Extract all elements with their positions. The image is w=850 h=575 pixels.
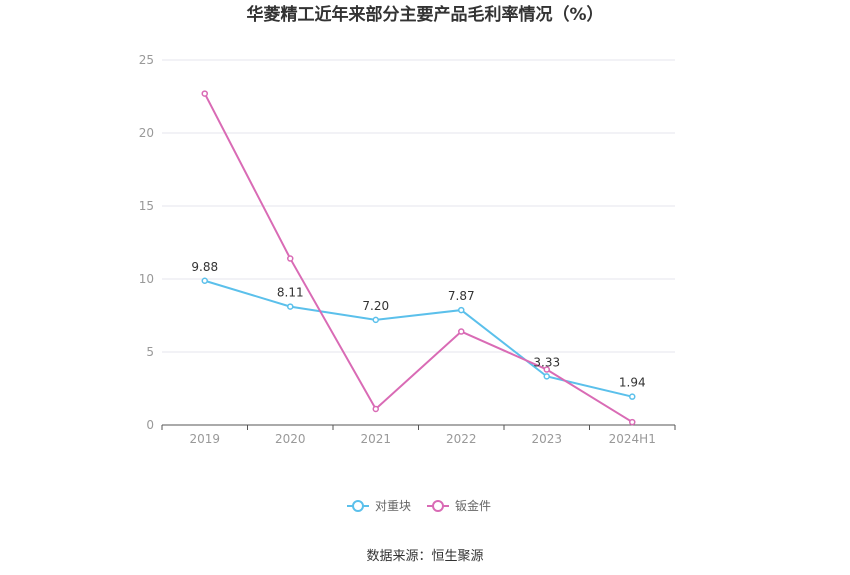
y-tick-label: 0 xyxy=(146,418,154,432)
chart-title: 华菱精工近年来部分主要产品毛利率情况（%） xyxy=(246,4,603,25)
data-label: 8.11 xyxy=(277,286,304,300)
data-point xyxy=(458,306,465,314)
x-tick-label: 2021 xyxy=(360,432,391,446)
data-point xyxy=(458,328,465,335)
data-label: 7.20 xyxy=(362,299,389,313)
grid-lines xyxy=(162,59,675,353)
data-labels: 9.88 8.11 7.20 7.87 3.33 1.94 xyxy=(191,260,645,390)
data-label: 7.87 xyxy=(448,289,475,303)
data-point xyxy=(543,373,550,380)
y-axis-ticks: 0 5 10 15 20 25 xyxy=(139,53,154,432)
data-point xyxy=(372,405,379,413)
data-point xyxy=(372,316,379,324)
legend: 对重块 钣金件 xyxy=(347,498,491,513)
legend-item[interactable]: 对重块 xyxy=(347,499,411,513)
legend-item[interactable]: 钣金件 xyxy=(427,498,491,513)
y-tick-label: 25 xyxy=(139,53,154,67)
data-point xyxy=(201,277,208,285)
x-axis-ticks: 2019 2020 2021 2022 2023 2024H1 xyxy=(161,425,676,446)
y-tick-label: 20 xyxy=(139,126,154,140)
data-point xyxy=(201,90,208,97)
data-point xyxy=(287,255,294,262)
x-tick-label: 2023 xyxy=(531,432,562,446)
data-point xyxy=(287,303,294,310)
y-tick-label: 10 xyxy=(139,272,154,286)
data-point xyxy=(629,393,636,400)
data-label: 9.88 xyxy=(191,260,218,274)
data-source: 数据来源：恒生聚源 xyxy=(366,549,483,564)
x-tick-label: 2019 xyxy=(189,432,220,446)
legend-label: 钣金件 xyxy=(455,498,491,513)
x-tick-label: 2022 xyxy=(446,432,477,446)
series-line-1 xyxy=(203,93,633,423)
x-tick-label: 2020 xyxy=(275,432,306,446)
data-point xyxy=(629,418,636,426)
data-point xyxy=(543,366,550,373)
y-tick-label: 5 xyxy=(146,345,154,359)
legend-label: 对重块 xyxy=(375,499,411,513)
legend-swatch-marker xyxy=(352,500,364,512)
series-lines xyxy=(201,90,636,426)
legend-swatch-marker xyxy=(432,500,444,512)
y-tick-label: 15 xyxy=(139,199,154,213)
data-label: 1.94 xyxy=(619,376,646,390)
series-line-0 xyxy=(204,279,633,398)
data-label: 3.33 xyxy=(533,355,560,369)
x-tick-label: 2024H1 xyxy=(609,432,656,446)
